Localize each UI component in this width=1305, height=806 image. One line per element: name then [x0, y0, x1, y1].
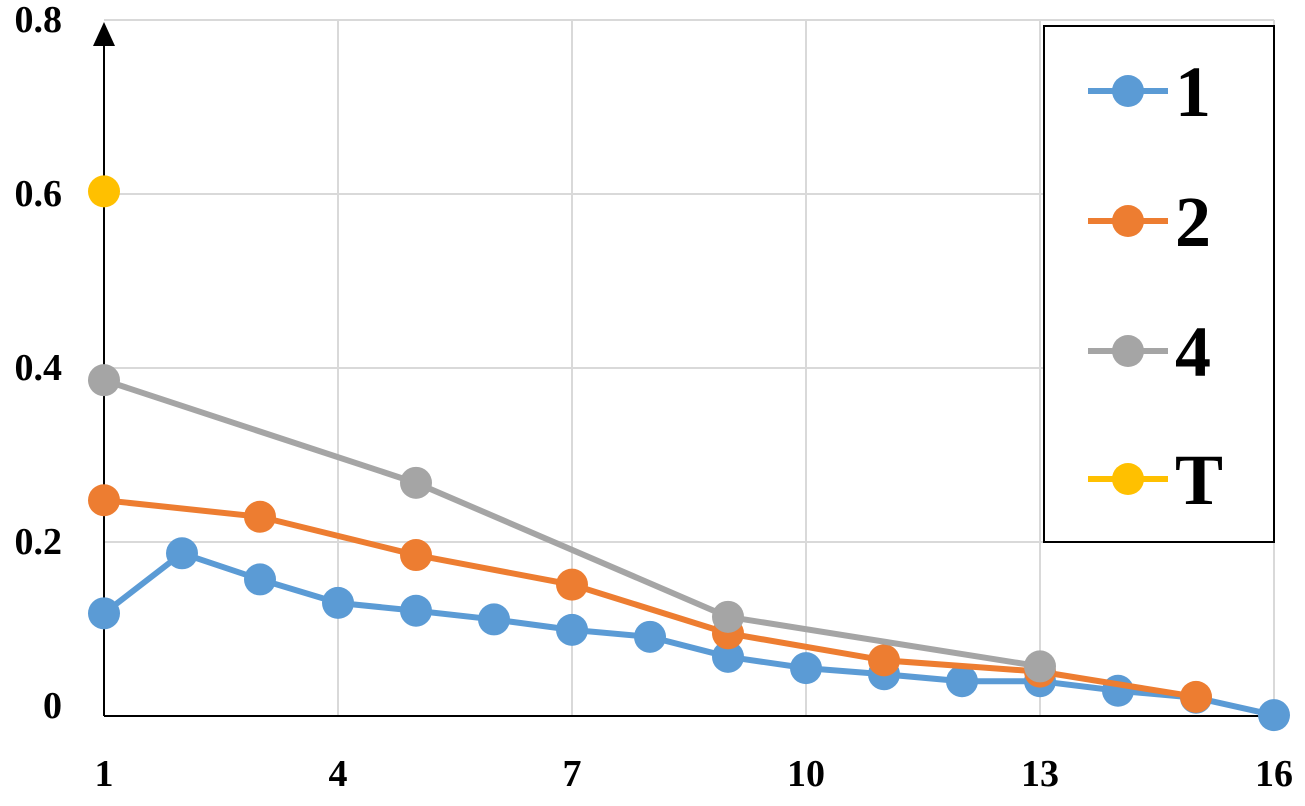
- data-point-4: [400, 466, 432, 499]
- data-point-1: [166, 537, 198, 570]
- data-point-T: [88, 175, 120, 208]
- data-point-4: [1024, 650, 1056, 683]
- legend-swatch-marker: [1112, 463, 1144, 495]
- legend-label: 4: [1175, 312, 1211, 392]
- legend-swatch-marker: [1112, 335, 1144, 367]
- y-tick-label: 0.6: [15, 173, 63, 215]
- series-4: [88, 364, 1056, 683]
- data-point-1: [322, 586, 354, 619]
- series-line-1: [102, 550, 1275, 719]
- series-line-4: [103, 377, 1041, 670]
- data-series: [88, 175, 1290, 732]
- data-point-2: [88, 484, 120, 517]
- legend-label: 2: [1175, 182, 1211, 262]
- y-axis-arrow: [93, 22, 115, 46]
- legend-item-2: 2: [1088, 182, 1211, 262]
- data-point-2: [556, 568, 588, 601]
- data-point-1: [400, 594, 432, 627]
- data-point-1: [478, 603, 510, 636]
- series-1: [88, 537, 1290, 732]
- data-point-2: [244, 500, 276, 533]
- data-point-4: [88, 364, 120, 397]
- data-point-1: [1258, 699, 1290, 732]
- x-tick-label: 7: [563, 753, 582, 795]
- legend-swatch-marker: [1112, 75, 1144, 107]
- legend-item-T: T: [1088, 440, 1223, 520]
- data-point-2: [400, 539, 432, 572]
- data-point-4: [712, 600, 744, 633]
- data-point-1: [556, 613, 588, 646]
- y-tick-label: 0.8: [15, 0, 63, 41]
- legend-label: 1: [1175, 52, 1211, 132]
- legend: 1 2 4 T: [1043, 25, 1275, 543]
- data-point-1: [712, 640, 744, 673]
- y-tick-label: 0.2: [15, 521, 63, 563]
- x-tick-label: 16: [1255, 753, 1293, 795]
- series-T: [88, 175, 120, 208]
- x-tick-label: 13: [1021, 753, 1059, 795]
- data-point-1: [946, 665, 978, 698]
- legend-label: T: [1175, 440, 1223, 520]
- x-tick-label: 10: [787, 753, 825, 795]
- data-point-1: [244, 563, 276, 596]
- legend-item-4: 4: [1088, 312, 1211, 392]
- x-tick-label: 4: [329, 753, 348, 795]
- data-point-1: [790, 652, 822, 685]
- data-point-1: [88, 597, 120, 630]
- legend-item-1: 1: [1088, 52, 1211, 132]
- y-tick-label: 0.4: [15, 347, 63, 389]
- data-point-2: [868, 644, 900, 677]
- y-tick-label: 0: [43, 685, 62, 727]
- series-line-2: [103, 497, 1197, 700]
- data-point-2: [1180, 680, 1212, 713]
- legend-swatch-marker: [1112, 205, 1144, 237]
- tick-labels: 0 0.2 0.4 0.6 0.8 1 4 7 10 13 16: [15, 0, 1294, 795]
- x-tick-label: 1: [95, 753, 114, 795]
- legend-box: [1043, 25, 1275, 543]
- data-point-1: [634, 620, 666, 653]
